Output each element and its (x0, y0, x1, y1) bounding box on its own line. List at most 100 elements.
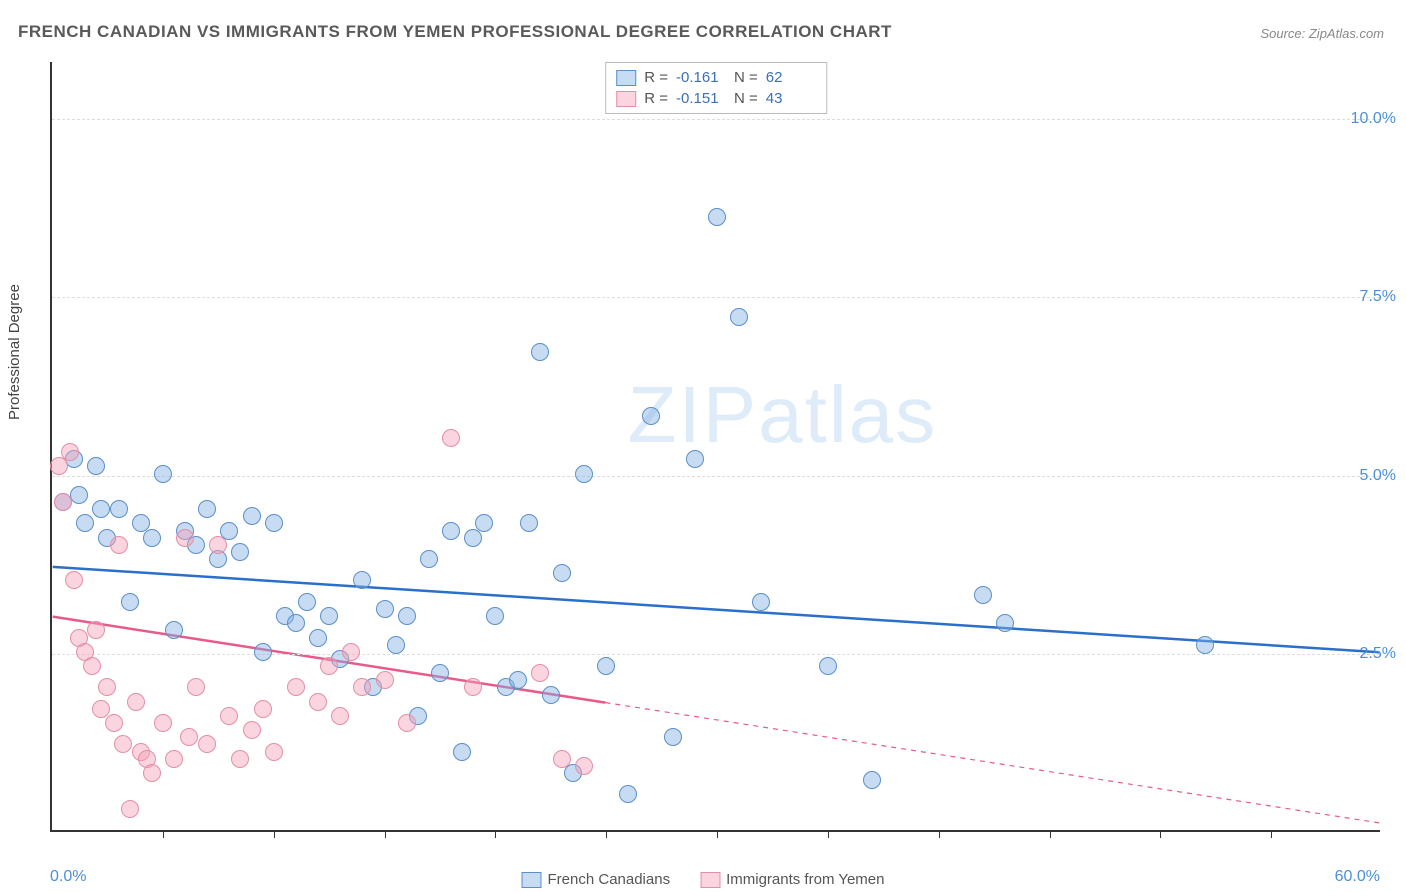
legend-swatch-2 (700, 872, 720, 888)
legend-item-2: Immigrants from Yemen (700, 871, 884, 888)
marker-series-2 (553, 750, 571, 768)
n-value-1: 62 (766, 69, 816, 86)
gridline (52, 119, 1380, 120)
marker-series-1 (575, 465, 593, 483)
marker-series-1 (597, 657, 615, 675)
marker-series-2 (165, 750, 183, 768)
gridline (52, 654, 1380, 655)
marker-series-1 (87, 457, 105, 475)
marker-series-1 (353, 571, 371, 589)
marker-series-2 (331, 707, 349, 725)
x-tick (1271, 830, 1272, 838)
marker-series-2 (154, 714, 172, 732)
chart-container: FRENCH CANADIAN VS IMMIGRANTS FROM YEMEN… (0, 0, 1406, 892)
y-axis-label: Professional Degree (6, 284, 23, 420)
trend-lines-svg (52, 62, 1380, 830)
x-tick (274, 830, 275, 838)
marker-series-1 (387, 636, 405, 654)
marker-series-2 (309, 693, 327, 711)
plot-area: ZIPatlas R = -0.161 N = 62 R = -0.151 N … (50, 62, 1380, 832)
marker-series-1 (486, 607, 504, 625)
marker-series-1 (520, 514, 538, 532)
marker-series-2 (98, 678, 116, 696)
marker-series-1 (420, 550, 438, 568)
marker-series-1 (619, 785, 637, 803)
marker-series-1 (76, 514, 94, 532)
legend-item-1: French Canadians (522, 871, 671, 888)
marker-series-1 (121, 593, 139, 611)
marker-series-2 (220, 707, 238, 725)
marker-series-1 (398, 607, 416, 625)
marker-series-1 (531, 343, 549, 361)
marker-series-2 (376, 671, 394, 689)
marker-series-1 (320, 607, 338, 625)
marker-series-1 (231, 543, 249, 561)
r-label-1: R = (644, 69, 668, 86)
marker-series-2 (105, 714, 123, 732)
legend-swatch-1 (522, 872, 542, 888)
marker-series-1 (708, 208, 726, 226)
marker-series-2 (287, 678, 305, 696)
marker-series-1 (730, 308, 748, 326)
marker-series-2 (87, 621, 105, 639)
marker-series-1 (110, 500, 128, 518)
marker-series-1 (863, 771, 881, 789)
x-tick (606, 830, 607, 838)
marker-series-2 (65, 571, 83, 589)
marker-series-2 (442, 429, 460, 447)
x-tick (163, 830, 164, 838)
marker-series-2 (265, 743, 283, 761)
marker-series-1 (996, 614, 1014, 632)
marker-series-2 (54, 493, 72, 511)
marker-series-2 (353, 678, 371, 696)
marker-series-1 (287, 614, 305, 632)
marker-series-1 (243, 507, 261, 525)
x-tick (1050, 830, 1051, 838)
y-tick-label: 2.5% (1360, 645, 1396, 663)
marker-series-1 (92, 500, 110, 518)
n-value-2: 43 (766, 90, 816, 107)
marker-series-1 (265, 514, 283, 532)
marker-series-2 (254, 700, 272, 718)
marker-series-1 (553, 564, 571, 582)
marker-series-1 (254, 643, 272, 661)
marker-series-2 (92, 700, 110, 718)
x-tick (385, 830, 386, 838)
n-label-1: N = (734, 69, 758, 86)
swatch-series-1 (616, 70, 636, 86)
gridline (52, 297, 1380, 298)
marker-series-1 (431, 664, 449, 682)
x-tick (1160, 830, 1161, 838)
y-tick-label: 5.0% (1360, 467, 1396, 485)
r-label-2: R = (644, 90, 668, 107)
marker-series-2 (187, 678, 205, 696)
marker-series-1 (154, 465, 172, 483)
x-tick (717, 830, 718, 838)
y-tick-label: 7.5% (1360, 288, 1396, 306)
legend-label-1: French Canadians (548, 871, 671, 888)
bottom-legend: French Canadians Immigrants from Yemen (522, 871, 885, 888)
marker-series-2 (398, 714, 416, 732)
marker-series-1 (165, 621, 183, 639)
marker-series-2 (127, 693, 145, 711)
marker-series-2 (180, 728, 198, 746)
marker-series-2 (531, 664, 549, 682)
marker-series-1 (509, 671, 527, 689)
marker-series-1 (298, 593, 316, 611)
legend-label-2: Immigrants from Yemen (726, 871, 884, 888)
marker-series-2 (61, 443, 79, 461)
marker-series-1 (198, 500, 216, 518)
swatch-series-2 (616, 91, 636, 107)
marker-series-1 (143, 529, 161, 547)
source-label: Source: ZipAtlas.com (1260, 26, 1384, 41)
r-value-1: -0.161 (676, 69, 726, 86)
trend-line (53, 567, 1380, 652)
marker-series-2 (209, 536, 227, 554)
x-axis-max-label: 60.0% (1335, 868, 1380, 886)
marker-series-1 (974, 586, 992, 604)
marker-series-2 (464, 678, 482, 696)
marker-series-1 (376, 600, 394, 618)
marker-series-2 (320, 657, 338, 675)
y-tick-label: 10.0% (1351, 110, 1396, 128)
marker-series-1 (1196, 636, 1214, 654)
